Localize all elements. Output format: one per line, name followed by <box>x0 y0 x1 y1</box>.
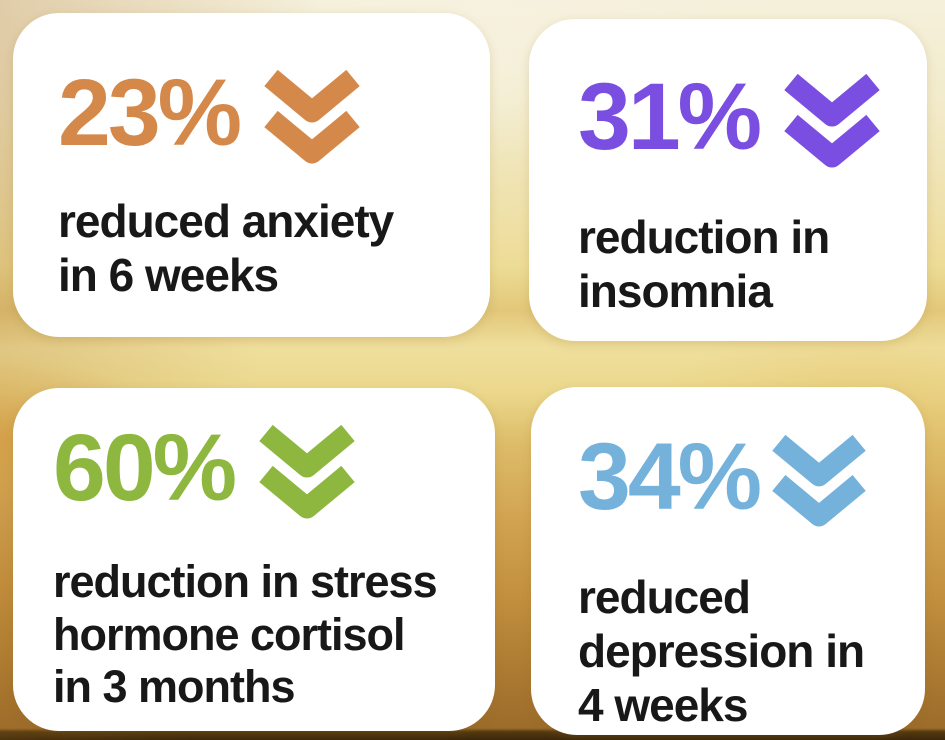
stat-label-line: reduction in <box>578 211 830 263</box>
stat-value-row: 23% <box>58 59 462 166</box>
stat-value-row: 34% <box>578 427 905 527</box>
double-chevron-down-icon <box>261 67 363 165</box>
stat-card-anxiety: 23% reduced anxiety in 6 weeks <box>13 13 490 337</box>
stat-label-line: reduced anxiety <box>58 195 394 247</box>
stat-value-row: 31% <box>578 63 903 170</box>
stat-percent: 60% <box>53 414 237 521</box>
stat-label-line: in 6 weeks <box>58 248 279 301</box>
stat-label: reduction in stress hormone cortisol in … <box>53 556 469 714</box>
stat-percent: 31% <box>578 63 762 170</box>
double-chevron-down-icon <box>769 432 869 528</box>
stat-card-insomnia: 31% reduction in insomnia <box>529 19 927 341</box>
stat-label-line: depression in <box>578 624 865 677</box>
stat-label-line: in 3 months <box>53 661 296 713</box>
stat-label-line: hormone cortisol <box>53 608 406 660</box>
double-chevron-down-icon <box>781 71 883 169</box>
stat-card-depression: 34% reduced depression in 4 weeks <box>531 387 925 735</box>
stat-label-line: reduced <box>578 571 751 623</box>
stat-percent: 23% <box>58 59 242 166</box>
stat-percent: 34% <box>578 423 762 530</box>
stat-card-cortisol: 60% reduction in stress hormone cortisol… <box>13 388 495 731</box>
stat-label-line: reduction in stress <box>53 556 438 607</box>
stat-label-line: 4 weeks <box>578 678 748 731</box>
stat-label: reduced depression in 4 weeks <box>578 571 905 732</box>
double-chevron-down-icon <box>256 422 358 520</box>
stat-label-line: insomnia <box>578 264 773 317</box>
stat-label: reduced anxiety in 6 weeks <box>58 195 462 303</box>
stat-label: reduction in insomnia <box>578 211 903 319</box>
stat-value-row: 60% <box>53 414 469 521</box>
